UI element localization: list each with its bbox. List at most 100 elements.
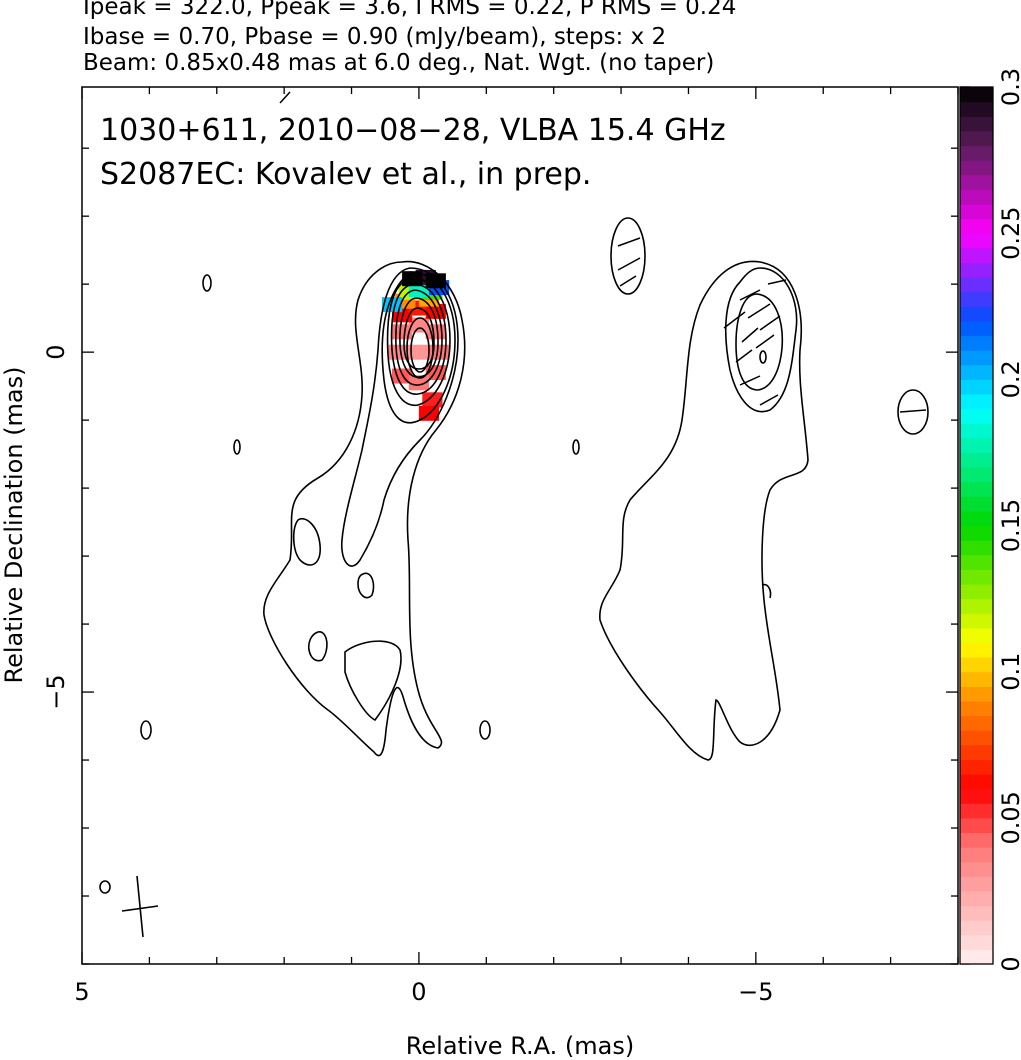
colorbar-step-41	[960, 350, 993, 366]
colorbar-tick-label: 0.3	[997, 68, 1021, 106]
colorbar-step-31	[960, 496, 993, 512]
contour-left-spot-e	[99, 880, 111, 894]
contour-layer	[99, 217, 929, 894]
colorbar-step-49	[960, 233, 993, 249]
contour-left-spot-d	[479, 720, 491, 740]
y-tick-label: 0	[42, 344, 70, 359]
colorbar-step-19	[960, 671, 993, 687]
colorbar-step-2	[960, 920, 993, 936]
colorbar-step-20	[960, 657, 993, 673]
contour-left-8	[403, 307, 435, 370]
colorbar-step-10	[960, 803, 993, 819]
colorbar-tick-label: 0	[997, 956, 1021, 971]
colorbar-step-9	[960, 817, 993, 833]
colorbar-step-46	[960, 277, 993, 293]
colorbar-step-52	[960, 189, 993, 205]
colorbar-step-4	[960, 890, 993, 907]
contour-right-spot-a	[610, 217, 646, 295]
header-beam-line: Beam: 0.85x0.48 mas at 6.0 deg., Nat. Wg…	[83, 50, 715, 76]
colorbar-step-0	[960, 949, 993, 965]
y-tick-label: −5	[42, 674, 70, 709]
colorbar-step-35	[960, 437, 993, 453]
contour-left-lobe	[344, 640, 402, 722]
colorbar-step-24	[960, 598, 993, 614]
colorbar-step-11	[960, 788, 993, 804]
source-title: 1030+611, 2010−08−28, VLBA 15.4 GHz	[100, 113, 726, 148]
contour-left-spot-b	[233, 439, 241, 455]
colorbar-step-51	[960, 203, 993, 220]
x-tick-label: 5	[74, 978, 89, 1006]
colorbar-step-42	[960, 335, 993, 351]
colorbar-tick-label: 0.05	[997, 791, 1021, 844]
colorbar-step-54	[960, 160, 993, 176]
contour-left-5	[390, 283, 447, 395]
contour-left-4	[386, 277, 451, 406]
colorbar-step-40	[960, 364, 993, 380]
colorbar-step-57	[960, 116, 993, 132]
header-base-line: Ibase = 0.70, Pbase = 0.90 (mJy/beam), s…	[83, 24, 667, 50]
colorbar-tick-label: 0.2	[997, 360, 1021, 398]
x-axis-label: Relative R.A. (mas)	[406, 1032, 634, 1060]
contour-right-peak	[759, 350, 767, 364]
colorbar-step-29	[960, 525, 993, 541]
colorbar-step-22	[960, 627, 993, 643]
colorbar-tick-label: 0.15	[997, 499, 1021, 552]
colorbar-step-28	[960, 540, 993, 556]
colorbar-step-23	[960, 613, 993, 629]
colorbar-step-12	[960, 774, 993, 790]
colorbar-step-27	[960, 554, 993, 570]
y-axis-label: Relative Declination (mas)	[0, 366, 28, 683]
colorbar-step-30	[960, 510, 993, 527]
colorbar-step-56	[960, 130, 993, 147]
colorbar-step-39	[960, 379, 993, 395]
colorbar	[960, 87, 993, 965]
colorbar-step-7	[960, 847, 993, 863]
colorbar-step-50	[960, 218, 993, 234]
contour-right-3	[735, 293, 784, 391]
x-tick-label: 0	[411, 978, 426, 1006]
colorbar-step-55	[960, 145, 993, 161]
colorbar-step-21	[960, 642, 993, 658]
colorbar-step-58	[960, 101, 993, 117]
contour-left-notch	[292, 518, 321, 566]
plot-frame	[81, 86, 959, 965]
contour-left-inner	[410, 327, 430, 373]
contour-right-spot-d	[761, 583, 772, 599]
colorbar-step-59	[960, 87, 993, 103]
colorbar-step-34	[960, 452, 993, 468]
polarization-pixel-6	[408, 375, 429, 391]
colorbar-step-3	[960, 905, 993, 921]
outer-contour-right	[599, 260, 809, 761]
contour-left-6	[395, 289, 443, 386]
colorbar-step-44	[960, 306, 993, 322]
polarization-pixel-1	[392, 324, 413, 340]
contour-left-2	[340, 267, 459, 567]
contour-left-spot-a	[202, 274, 212, 292]
colorbar-step-15	[960, 730, 993, 746]
colorbar-step-5	[960, 876, 993, 892]
axis-ticks	[81, 86, 970, 965]
outer-contour-left	[263, 260, 466, 757]
polarization-pixel-4	[425, 365, 446, 381]
colorbar-step-53	[960, 174, 993, 190]
colorbar-step-25	[960, 584, 993, 600]
colorbar-step-48	[960, 247, 993, 263]
x-tick-label: −5	[738, 978, 773, 1006]
contour-right-spot-b	[897, 389, 929, 435]
colorbar-step-14	[960, 744, 993, 760]
header-stats-line: Ipeak = 322.0, Ppeak = 3.6, I RMS = 0.22…	[83, 0, 737, 20]
beam-cross	[121, 875, 159, 938]
tick-labels: 5 0 −5 0 −5 0 0.05 0.1 0.15 0.2 0.25 0.3	[42, 68, 1021, 1006]
project-credit: S2087EC: Kovalev et al., in prep.	[100, 157, 591, 192]
evpa-ticks	[279, 91, 927, 413]
polarization-pixel-0	[408, 344, 429, 360]
colorbar-step-8	[960, 832, 993, 848]
colorbar-step-6	[960, 861, 993, 877]
contour-right-2	[724, 267, 798, 413]
contour-left-spot-c	[140, 720, 152, 740]
contour-left-3	[381, 271, 456, 424]
colorbar-tick-label: 0.25	[997, 206, 1021, 259]
polarization-pixel-3	[392, 368, 413, 384]
contour-left-blob-a	[357, 572, 375, 599]
